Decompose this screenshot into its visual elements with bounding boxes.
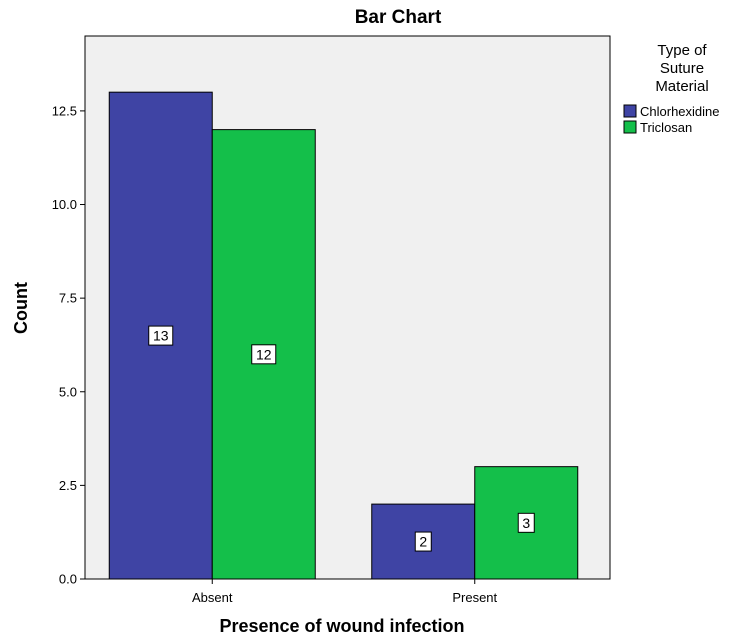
y-axis-label: Count: [11, 282, 31, 334]
legend-swatch-triclosan: [623, 120, 637, 134]
legend-title-line-1: Type of: [657, 42, 707, 59]
y-tick-label: 0.0: [59, 572, 77, 587]
legend-title-line-3: Material: [655, 78, 708, 95]
data-label-triclosan-absent: 12: [256, 346, 272, 362]
data-label-box-chlorhexidine-present: [414, 531, 432, 552]
legend: Type of Suture Material Chlorhexidine Tr…: [623, 42, 720, 135]
data-labels-group: 13 12 2 3: [148, 325, 535, 552]
y-axis: 0.0 2.5 5.0 7.5 10.0 12.5: [52, 103, 85, 587]
legend-label-triclosan: Triclosan: [640, 120, 692, 135]
x-tick-label-absent: Absent: [192, 590, 233, 605]
legend-title-line-2: Suture: [660, 60, 704, 77]
y-tick-label: 2.5: [59, 478, 77, 493]
data-label-box-triclosan-present: [517, 512, 535, 533]
legend-label-chlorhexidine: Chlorhexidine: [640, 104, 720, 119]
y-tick-label: 12.5: [52, 103, 77, 118]
y-tick-label: 10.0: [52, 197, 77, 212]
data-label-chlorhexidine-present: 2: [419, 534, 427, 550]
data-label-chlorhexidine-absent: 13: [153, 328, 169, 344]
data-label-box-triclosan-absent: [251, 344, 277, 365]
x-tick-label-present: Present: [452, 590, 497, 605]
x-axis: Absent Present: [192, 579, 498, 605]
chart-title: Bar Chart: [355, 7, 442, 28]
x-axis-label: Presence of wound infection: [219, 616, 464, 636]
data-label-box-chlorhexidine-absent: [148, 325, 174, 346]
data-label-triclosan-present: 3: [522, 515, 530, 531]
y-tick-label: 5.0: [59, 384, 77, 399]
legend-swatch-chlorhexidine: [623, 104, 637, 118]
y-tick-label: 7.5: [59, 291, 77, 306]
